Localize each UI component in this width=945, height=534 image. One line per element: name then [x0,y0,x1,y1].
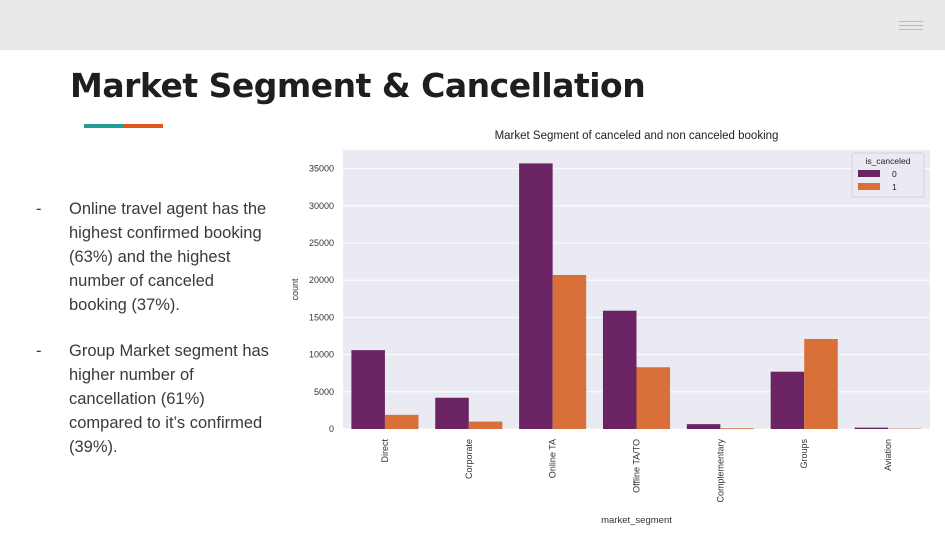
bullet-dash: - [36,342,42,360]
y-tick-label: 25000 [309,238,334,248]
legend-title: is_canceled [866,156,911,166]
accent-teal [84,124,124,128]
bar-direct-series-0 [351,350,385,429]
bar-corporate-series-1 [468,421,503,429]
y-tick-label: 10000 [309,350,334,360]
x-tick-label: Aviation [883,439,893,471]
bar-aviation-series-0 [854,427,889,429]
bullet-item: - Online travel agent has the highest con… [36,197,276,317]
bullet-item: - Group Market segment has higher number … [36,339,276,459]
bar-online-ta-series-1 [552,274,587,429]
bullet-text: Online travel agent has the highest conf… [69,200,267,314]
y-tick-label: 5000 [314,387,334,397]
top-bar [0,0,945,50]
y-tick-label: 35000 [309,164,334,174]
bar-groups-series-0 [770,371,805,429]
x-tick-label: Online TA [548,439,558,478]
bullet-text: Group Market segment has higher number o… [69,342,269,456]
accent-orange [124,124,163,128]
chart-title: Market Segment of canceled and non cance… [495,130,779,142]
slide-title: Market Segment & Cancellation [70,66,646,105]
bullet-dash: - [36,200,42,218]
legend-label-0: 0 [892,169,897,179]
legend-label-1: 1 [892,182,897,192]
x-tick-label: Direct [380,439,390,463]
bar-corporate-series-0 [435,397,469,429]
title-accent-bar [84,124,163,128]
x-axis-label: market_segment [601,515,672,526]
legend-swatch-1 [858,183,880,190]
bar-offline-ta-to-series-0 [602,310,637,429]
bar-complementary-series-1 [720,428,754,429]
bar-groups-series-1 [804,338,838,429]
bar-direct-series-1 [384,414,419,429]
x-tick-label: Offline TA/TO [632,439,642,493]
bar-complementary-series-0 [686,424,721,429]
x-tick-label: Corporate [464,439,474,479]
y-axis-label: count [290,278,300,301]
y-tick-label: 30000 [309,201,334,211]
x-tick-label: Groups [799,439,809,469]
y-tick-label: 15000 [309,312,334,322]
bar-offline-ta-to-series-1 [636,367,671,429]
bar-chart: Market Segment of canceled and non cance… [290,130,930,526]
bullet-list: - Online travel agent has the highest con… [36,197,276,481]
menu-icon[interactable] [899,19,923,31]
bar-online-ta-series-0 [519,163,553,429]
x-tick-label: Complementary [715,439,725,503]
legend-swatch-0 [858,170,880,177]
y-tick-label: 20000 [309,275,334,285]
y-tick-label: 0 [329,424,334,434]
